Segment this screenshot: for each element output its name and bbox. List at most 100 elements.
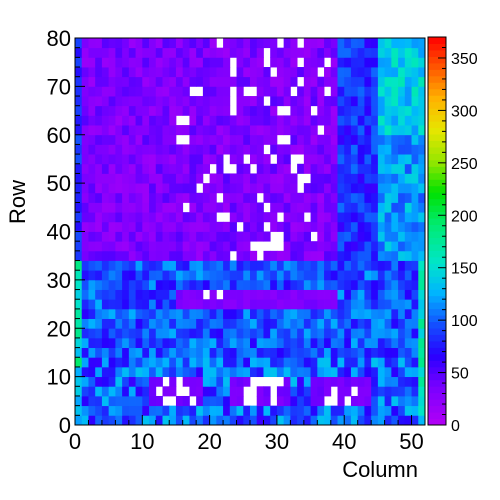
heatmap-cell [371, 57, 379, 68]
heatmap-cell [384, 386, 392, 397]
heatmap-cell [108, 395, 116, 407]
heatmap-cell [196, 308, 204, 319]
heatmap-cell [243, 231, 251, 242]
heatmap-cell [155, 47, 163, 58]
heatmap-cell [377, 115, 386, 126]
heatmap-cell [290, 212, 298, 223]
heatmap-cell [391, 337, 399, 349]
heatmap-cell [337, 405, 345, 416]
heatmap-cell [149, 192, 157, 203]
colorbar-swatch [428, 321, 446, 329]
heatmap-cell [108, 212, 116, 223]
heatmap-cell [216, 386, 224, 397]
heatmap-cell [88, 173, 96, 184]
heatmap-cell [75, 337, 83, 349]
heatmap-cell [364, 366, 372, 378]
heatmap-cell [175, 76, 184, 87]
heatmap-cell [115, 328, 123, 339]
heatmap-cell [398, 260, 406, 271]
heatmap-cell [330, 57, 338, 68]
heatmap-cell [202, 386, 211, 397]
heatmap-cell [182, 415, 190, 426]
heatmap-cell [344, 221, 352, 232]
heatmap-cell [149, 241, 157, 252]
heatmap-cell [101, 173, 110, 184]
heatmap-cell [175, 250, 184, 261]
heatmap-cell [81, 270, 89, 281]
heatmap-cell [75, 357, 83, 368]
heatmap-cell [330, 337, 338, 349]
heatmap-cell [276, 299, 285, 310]
heatmap-cell [263, 154, 271, 165]
heatmap-cell [101, 144, 110, 155]
heatmap-cell [216, 202, 224, 213]
heatmap-cell [142, 260, 150, 271]
heatmap-cell [149, 386, 157, 397]
heatmap-cell [149, 308, 157, 319]
heatmap-cell [189, 250, 197, 261]
heatmap-cell [337, 173, 345, 184]
heatmap-cell [149, 163, 157, 174]
heatmap-cell [229, 415, 237, 426]
heatmap-cell [357, 250, 365, 261]
heatmap-cell [384, 415, 392, 426]
colorbar-swatch [428, 289, 446, 297]
heatmap-cell [115, 67, 123, 78]
heatmap-cell [108, 47, 116, 58]
heatmap-cell [270, 47, 278, 58]
heatmap-cell [209, 337, 217, 349]
y-tick-label: 50 [47, 171, 71, 196]
heatmap-cell [350, 221, 359, 232]
heatmap-cell [236, 134, 244, 145]
heatmap-cell [384, 96, 392, 107]
heatmap-cell [276, 386, 285, 397]
heatmap-cell [398, 221, 406, 232]
heatmap-cell [175, 163, 184, 174]
heatmap-cell [162, 279, 170, 290]
heatmap-cell [122, 47, 130, 58]
heatmap-cell [155, 337, 163, 349]
heatmap-cell [337, 221, 345, 232]
heatmap-cell [101, 308, 110, 319]
heatmap-cell [115, 115, 123, 126]
heatmap-cell [337, 395, 345, 407]
heatmap-cell [364, 163, 372, 174]
heatmap-cell [357, 386, 365, 397]
heatmap-cell [337, 105, 345, 116]
heatmap-cell [182, 105, 190, 116]
heatmap-cell [411, 125, 419, 136]
heatmap-cell [398, 231, 406, 242]
heatmap-cell [75, 105, 83, 116]
heatmap-cell [142, 125, 150, 136]
heatmap-cell [411, 299, 419, 310]
heatmap-cell [317, 318, 325, 329]
heatmap-cell [229, 357, 237, 368]
heatmap-cell [142, 405, 150, 416]
heatmap-cell [371, 279, 379, 290]
heatmap-cell [243, 96, 251, 107]
heatmap-cell [270, 279, 278, 290]
heatmap-cell [243, 221, 251, 232]
heatmap-cell [88, 250, 96, 261]
heatmap-cell [256, 415, 264, 426]
heatmap-cell [276, 163, 285, 174]
heatmap-cell [350, 357, 359, 368]
heatmap-cell [142, 183, 150, 194]
heatmap-cell [209, 299, 217, 310]
heatmap-cell [357, 337, 365, 349]
heatmap-cell [209, 386, 217, 397]
heatmap-cell [81, 279, 89, 290]
heatmap-cell [101, 347, 110, 358]
heatmap-cell [135, 337, 143, 349]
x-tick-label: 40 [332, 429, 356, 454]
heatmap-cell [182, 376, 190, 387]
heatmap-cell [391, 221, 399, 232]
heatmap-cell [418, 405, 426, 416]
heatmap-cell [330, 163, 338, 174]
heatmap-cell [297, 347, 305, 358]
heatmap-cell [357, 260, 365, 271]
heatmap-cell [404, 221, 412, 232]
heatmap-cell [357, 76, 365, 87]
heatmap-cell [276, 202, 285, 213]
heatmap-cell [81, 347, 89, 358]
